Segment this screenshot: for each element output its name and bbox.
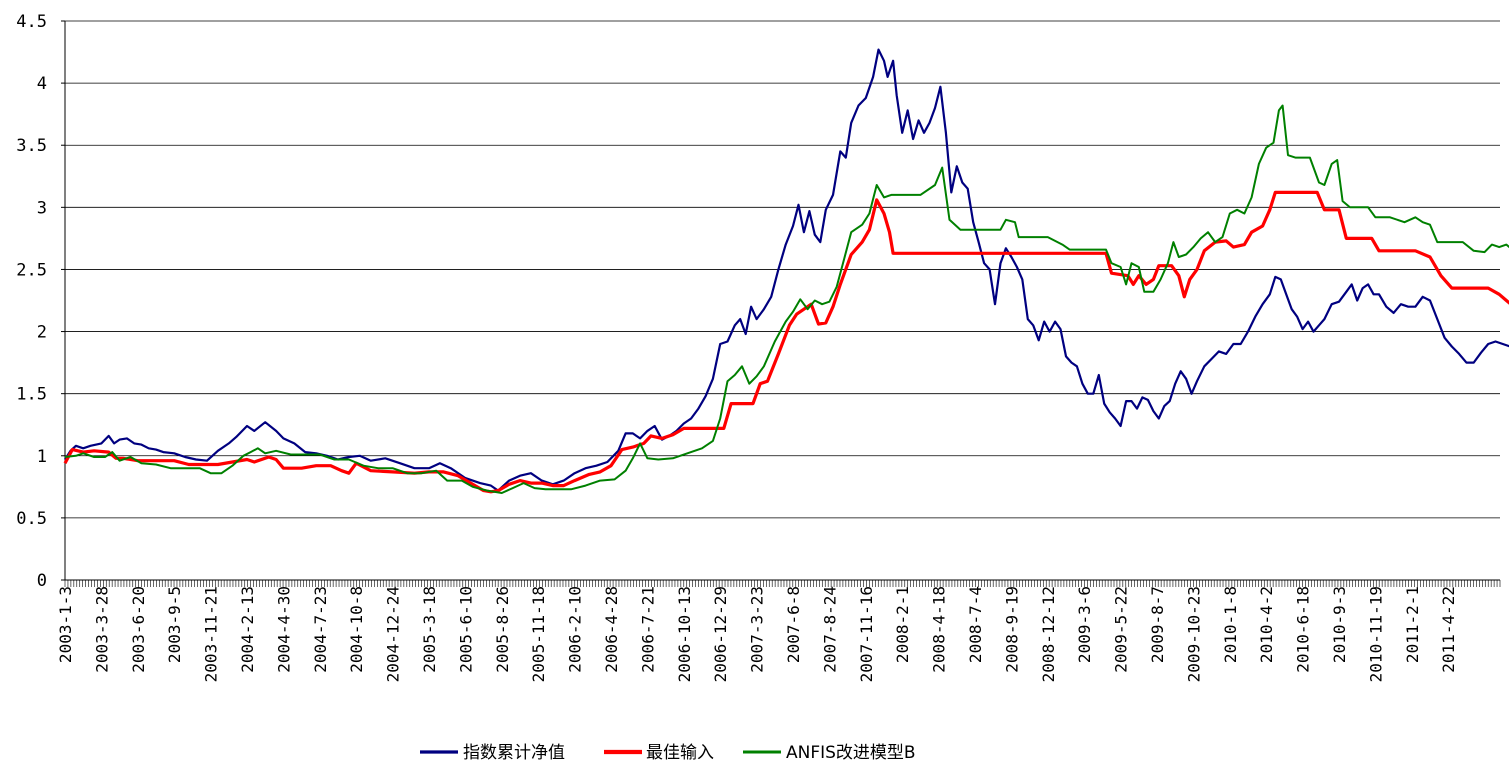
y-tick-labels: 0 0.5 1 1.5 2 2.5 3 3.5 4 4.5 [16, 12, 65, 591]
x-tick-label: 2004-12-24 [384, 586, 403, 682]
x-tick-label: 2004-4-30 [274, 586, 293, 673]
y-tick-label: 4 [37, 74, 47, 94]
x-tick-label: 2003-6-20 [129, 586, 148, 673]
series-line-1 [64, 48, 1509, 492]
x-tick-label: 2003-11-21 [202, 586, 221, 682]
series-lines [63, 48, 1509, 494]
y-tick-label: 2 [37, 323, 47, 343]
x-tick-label: 2011-2-1 [1403, 586, 1422, 663]
x-tick-label: 2010-6-18 [1294, 586, 1313, 673]
x-tick-label: 2007-8-24 [820, 586, 839, 673]
x-minor-ticks [64, 580, 1501, 587]
y-tick-label: 0 [37, 571, 47, 591]
x-tick-labels: 2003-1-3 2003-3-28 2003-6-20 2003-9-5 2003-1… [56, 586, 1458, 682]
grid-lines [65, 20, 1500, 519]
x-tick-label: 2010-11-19 [1366, 586, 1385, 682]
x-tick-label: 2009-3-6 [1075, 586, 1094, 663]
x-tick-label: 2006-12-29 [711, 586, 730, 682]
x-tick-label: 2004-2-13 [238, 586, 257, 673]
x-tick-label: 2007-6-8 [784, 586, 803, 663]
x-tick-label: 2005-8-26 [493, 586, 512, 673]
x-minor-tick-marks [64, 580, 1501, 587]
x-tick-label: 2008-12-12 [1039, 586, 1058, 682]
x-tick-label: 2008-2-1 [893, 586, 912, 663]
y-tick-label: 3 [37, 198, 47, 218]
x-tick-label: 2006-4-28 [602, 586, 621, 673]
y-tick-label: 4.5 [16, 12, 47, 32]
x-tick-label: 2008-9-19 [1002, 586, 1021, 673]
x-tick-label: 2006-10-13 [675, 586, 694, 682]
x-tick-label: 2009-10-23 [1184, 586, 1203, 682]
x-tick-label: 2010-4-2 [1257, 586, 1276, 663]
legend-label-1: 指数累计净值 [463, 743, 565, 763]
x-tick-label: 2005-3-18 [420, 586, 439, 673]
legend-label-3: ANFIS改进模型B [786, 743, 916, 763]
x-tick-label: 2004-7-23 [311, 586, 330, 673]
y-tick-label: 0.5 [16, 509, 47, 529]
x-tick-label: 2009-5-22 [1112, 586, 1131, 673]
axes [64, 21, 1500, 581]
x-tick-label: 2009-8-7 [1148, 586, 1167, 663]
x-tick-label: 2010-9-3 [1330, 586, 1349, 663]
x-tick-label: 2006-7-21 [638, 586, 657, 673]
y-tick-label: 1.5 [16, 385, 47, 405]
x-tick-label: 2005-11-18 [529, 586, 548, 682]
x-tick-label: 2003-3-28 [92, 586, 111, 673]
x-tick-label: 2003-1-3 [56, 586, 75, 663]
x-tick-label: 2007-3-23 [748, 586, 767, 673]
x-tick-label: 2003-9-5 [165, 586, 184, 663]
x-tick-label: 2006-2-10 [566, 586, 585, 673]
x-tick-label: 2005-6-10 [456, 586, 475, 673]
series-line-2 [63, 190, 1509, 494]
y-tick-label: 1 [37, 447, 47, 467]
legend-label-2: 最佳输入 [646, 743, 714, 763]
y-tick-label: 3.5 [16, 136, 47, 156]
x-tick-label: 2007-11-16 [857, 586, 876, 682]
x-tick-label: 2011-4-22 [1439, 586, 1458, 673]
x-tick-label: 2008-7-4 [966, 586, 985, 663]
x-tick-label: 2010-1-8 [1221, 586, 1240, 663]
x-tick-label: 2004-10-8 [347, 586, 366, 673]
y-tick-label: 2.5 [16, 260, 47, 280]
x-tick-label: 2008-4-18 [930, 586, 949, 673]
legend: 指数累计净值 最佳输入 ANFIS改进模型B [420, 743, 916, 763]
series-line-3 [64, 104, 1509, 494]
